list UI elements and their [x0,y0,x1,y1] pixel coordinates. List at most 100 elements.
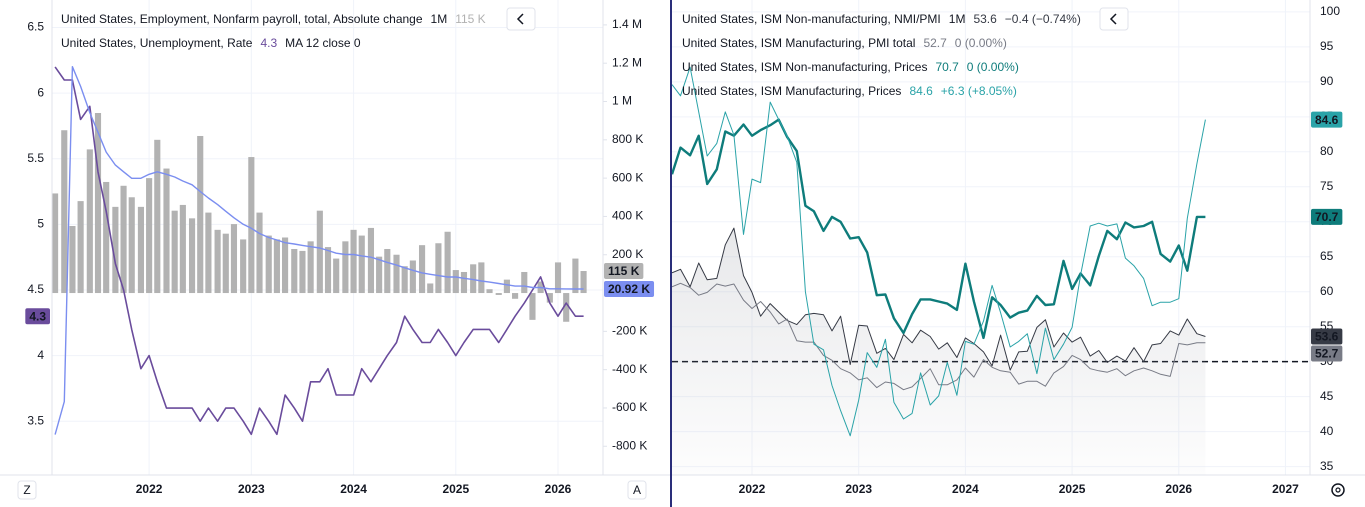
scale-button[interactable]: A [633,483,641,497]
y2-tick-label: 600 K [612,170,643,184]
legend-value: 53.6 [973,12,997,26]
last-value-label: 53.6 [1315,330,1339,344]
bar [546,293,553,303]
legend-interval: 1M [431,12,448,26]
bar [299,250,306,294]
x-tick-label: 2027 [1272,482,1299,496]
scale-button-box[interactable] [627,480,647,500]
bar [316,210,323,294]
line [672,227,1206,371]
area-fill [672,228,1206,475]
bar [358,235,365,294]
bar [273,239,280,294]
bar [529,293,536,320]
bar [554,262,562,294]
y-tick-label: 65 [1320,249,1334,263]
x-tick-label: 2026 [1165,482,1192,496]
bar [580,271,587,294]
bar [342,241,349,294]
bar [103,181,110,294]
bar [418,245,426,294]
y-tick-label: 75 [1320,179,1334,193]
y-tick-label: 6.5 [27,20,44,34]
legend-change: 0 (0.00%) [967,60,1019,74]
settings-button[interactable] [1331,483,1345,497]
legend-name: United States, ISM Non-manufacturing, Pr… [682,60,927,74]
y2-tick-label: -400 K [612,362,647,376]
bar [197,135,204,294]
legend-name: United States, Employment, Nonfarm payro… [61,12,423,26]
legend-change: −0.4 (−0.74%) [1005,12,1081,26]
legend-row: United States, Employment, Nonfarm payro… [61,12,486,26]
y-tick-label: 95 [1320,39,1334,53]
last-value-label: 52.7 [1315,347,1339,361]
bar [69,226,76,294]
legend-value: 70.7 [935,60,959,74]
x-tick-label: 2026 [545,482,572,496]
bar [214,229,221,294]
bar [521,271,528,294]
text-layer: 3.5 4 4.5 5 5.5 6 6.5 -800 K -600 K -400 K -200 K 2… [17,4,1343,500]
bar [333,258,340,294]
bar [112,206,119,294]
bar [163,168,170,294]
last-value-box [1311,111,1343,128]
marks-layer [52,66,1310,475]
bar [240,239,247,294]
bar [128,197,135,294]
last-value-label: 84.6 [1315,113,1339,127]
last-value-label: 4.3 [29,309,46,323]
scale-button-box[interactable] [17,480,37,500]
legend-value: 52.7 [923,36,947,50]
collapse-button[interactable] [506,7,536,31]
bar [427,283,434,294]
bar [188,218,196,294]
y2-tick-label: -800 K [612,438,647,452]
last-value-box [25,308,50,325]
bar [444,231,451,294]
y2-tick-label: 1.2 M [612,55,642,69]
bar [230,224,238,294]
bar [572,258,579,294]
bar [77,201,84,294]
bar [460,271,468,294]
legend-row: United States, ISM Non-manufacturing, Pr… [682,60,1019,74]
bar [282,237,289,294]
scale-button[interactable]: Z [23,483,30,497]
x-tick-label: 2023 [845,482,872,496]
last-value-box [604,281,655,298]
line [672,282,1206,391]
y2-tick-label: 1 M [612,94,632,108]
collapse-button[interactable] [1099,7,1129,31]
legend-interval: 1M [949,12,966,26]
bar [120,185,127,294]
x-tick-label: 2025 [442,482,469,496]
bar [52,193,59,294]
line [54,66,584,435]
y-tick-label: 45 [1320,389,1334,403]
bar [486,289,493,294]
legend-row: United States, ISM Manufacturing, Prices… [682,84,1017,98]
legend-row: United States, Unemployment, Rate 4.3 MA 1… [61,36,361,50]
x-tick-label: 2022 [136,482,163,496]
bar [86,149,93,294]
y-tick-label: 40 [1320,424,1334,438]
y-tick-label: 80 [1320,144,1334,158]
y-tick-label: 100 [1320,4,1340,18]
y2-tick-label: 200 K [612,247,643,261]
bar [324,247,332,294]
bar [265,235,272,294]
legend-name: United States, ISM Manufacturing, Prices [682,84,901,98]
bar [376,256,383,294]
bar [61,130,68,294]
line [672,118,1206,340]
line [672,66,1206,437]
y-tick-label: 4.5 [27,282,44,296]
bar [248,157,255,294]
y2-tick-label: -600 K [612,400,647,414]
bar [179,204,186,294]
y-tick-label: 6 [37,85,44,99]
